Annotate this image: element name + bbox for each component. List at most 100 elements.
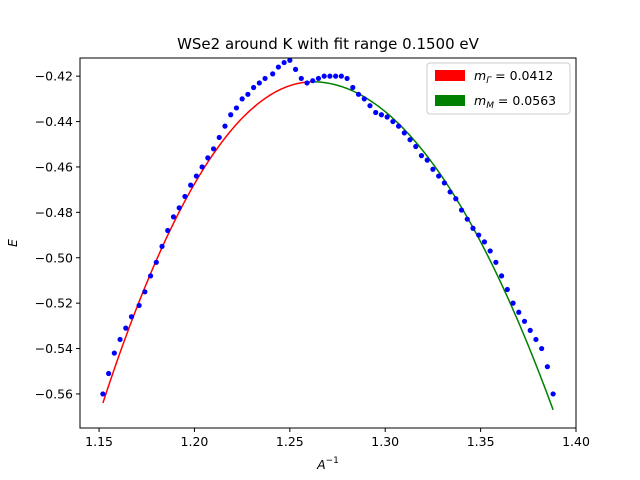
data-point — [527, 327, 533, 333]
data-point — [123, 325, 129, 331]
y-tick-label: −0.50 — [35, 250, 73, 265]
data-point — [304, 80, 310, 86]
data-point — [136, 302, 142, 309]
data-point — [193, 173, 199, 179]
data-point — [106, 370, 112, 377]
data-point — [315, 75, 322, 82]
legend-label-gamma: mΓ = 0.0412 — [474, 68, 553, 86]
data-point — [170, 214, 177, 220]
legend-label-m: mM = 0.0563 — [474, 93, 556, 111]
data-point — [292, 66, 299, 72]
data-point — [418, 153, 425, 159]
data-point — [493, 259, 499, 265]
x-tick-label: 1.30 — [371, 434, 399, 449]
data-point — [373, 109, 379, 116]
scatter-points — [100, 57, 556, 397]
data-point — [176, 205, 182, 211]
data-point — [111, 350, 117, 356]
data-point — [470, 225, 476, 231]
plot-background — [80, 58, 576, 428]
data-point — [287, 57, 293, 63]
data-point — [153, 259, 159, 265]
data-point — [275, 64, 281, 70]
data-point — [401, 130, 407, 136]
plot-frame — [79, 57, 577, 429]
data-point — [142, 289, 148, 295]
data-point — [436, 173, 442, 179]
data-point — [476, 232, 482, 238]
data-point — [333, 73, 339, 79]
data-point — [205, 155, 211, 161]
data-point — [395, 123, 402, 129]
data-point — [378, 112, 385, 118]
data-point — [447, 189, 453, 195]
data-point — [222, 123, 228, 129]
data-point — [262, 75, 268, 82]
x-axis-label: A−1 — [316, 456, 339, 472]
data-point — [544, 364, 550, 370]
data-point — [256, 80, 262, 86]
data-point — [361, 96, 367, 102]
y-tick-label: −0.42 — [35, 69, 73, 84]
y-axis-label: E — [5, 239, 20, 247]
y-axis-ticks: −0.56 −0.54 −0.52 −0.50 −0.48 −0.46 −0.44 −0.42 — [35, 69, 80, 401]
data-point — [147, 273, 154, 279]
data-point — [321, 73, 327, 79]
data-point — [407, 137, 413, 143]
y-tick-label: −0.46 — [35, 159, 73, 174]
data-point — [487, 248, 493, 254]
x-tick-label: 1.20 — [181, 434, 209, 449]
data-point — [228, 112, 234, 118]
data-point — [521, 318, 528, 324]
data-point — [216, 134, 222, 141]
x-tick-label: 1.40 — [562, 434, 590, 449]
data-point — [344, 75, 350, 82]
x-tick-label: 1.25 — [276, 434, 304, 449]
data-point — [424, 157, 430, 163]
y-tick-label: −0.54 — [35, 341, 73, 356]
data-point — [117, 336, 123, 343]
data-point — [504, 286, 510, 293]
data-point — [100, 391, 106, 397]
data-point — [499, 273, 505, 279]
legend-swatch-gamma — [435, 70, 465, 81]
x-axis-ticks: 1.15 1.20 1.25 1.30 1.35 1.40 — [85, 428, 590, 449]
y-tick-label: −0.52 — [35, 296, 73, 311]
data-point — [270, 71, 276, 77]
data-point — [310, 78, 316, 84]
data-point — [281, 59, 287, 66]
data-point — [182, 193, 188, 200]
data-point — [441, 180, 447, 186]
plot-area — [80, 58, 576, 428]
data-point — [159, 243, 165, 249]
y-tick-label: −0.56 — [35, 386, 73, 401]
data-point — [165, 227, 171, 234]
chart-title: WSe2 around K with fit range 0.1500 eV — [177, 35, 480, 53]
data-point — [464, 216, 470, 222]
data-point — [210, 146, 217, 152]
data-point — [550, 391, 556, 397]
data-point — [413, 143, 419, 150]
data-point — [367, 103, 373, 109]
data-point — [390, 118, 396, 125]
y-tick-label: −0.44 — [35, 114, 73, 129]
data-point — [327, 73, 333, 79]
data-point — [458, 207, 465, 213]
data-point — [128, 314, 135, 320]
m-fit-curve — [312, 81, 554, 411]
data-point — [350, 84, 356, 91]
y-tick-label: −0.48 — [35, 205, 73, 220]
data-point — [251, 84, 257, 91]
x-tick-label: 1.15 — [85, 434, 113, 449]
legend-swatch-m — [435, 95, 465, 106]
legend: mΓ = 0.0412 mM = 0.0563 — [426, 62, 571, 115]
data-point — [188, 182, 194, 188]
data-point — [539, 345, 545, 352]
x-tick-label: 1.35 — [467, 434, 495, 449]
data-point — [516, 309, 522, 315]
data-point — [430, 166, 436, 172]
data-point — [384, 114, 390, 120]
data-point — [338, 73, 344, 79]
data-point — [233, 105, 240, 111]
